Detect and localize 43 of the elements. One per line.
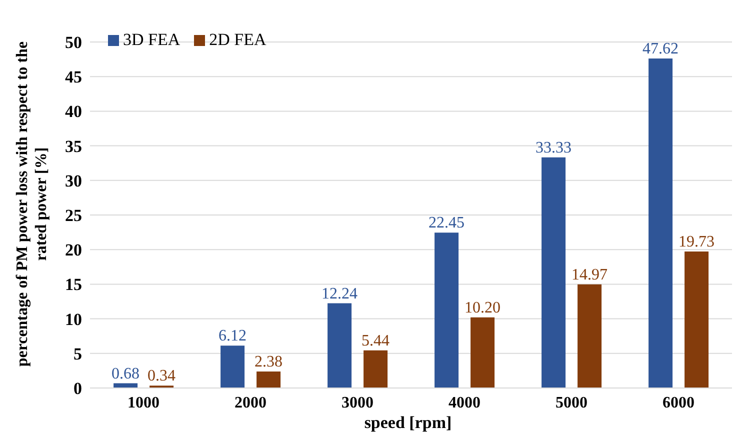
bar: [578, 284, 602, 388]
bar: [364, 350, 388, 388]
data-label: 14.97: [572, 266, 608, 284]
data-label: 2.38: [254, 354, 283, 371]
x-tick-label: 6000: [662, 394, 694, 412]
y-axis-title: percentage of PM power loss with respect to the rated power [%]: [13, 40, 51, 369]
y-tick-label: 5: [74, 344, 82, 364]
data-label: 6.12: [218, 328, 247, 345]
data-label: 10.20: [464, 299, 501, 316]
x-tick-label: 5000: [556, 394, 588, 412]
bar: [542, 157, 566, 388]
data-label: 0.34: [148, 368, 176, 385]
x-tick-label: 2000: [234, 394, 266, 412]
y-tick-label: 25: [65, 206, 82, 226]
y-tick-label: 15: [65, 275, 82, 294]
data-label: 33.33: [536, 139, 572, 156]
x-tick-label: 4000: [448, 394, 480, 412]
data-label: 47.62: [642, 40, 679, 58]
data-label: 5.44: [362, 332, 390, 350]
y-tick-label: 50: [65, 33, 82, 52]
y-tick-label: 30: [65, 171, 82, 190]
bar: [434, 232, 459, 388]
x-tick-label: 1000: [128, 394, 160, 412]
bar: [220, 346, 245, 388]
legend-label: 3D FEA: [122, 30, 180, 50]
data-label: 12.24: [322, 285, 358, 302]
y-tick-label: 10: [65, 310, 82, 329]
x-axis-title: speed [rpm]: [363, 413, 453, 433]
y-tick-label: 20: [65, 240, 82, 260]
data-label: 0.68: [112, 365, 140, 382]
data-label: 22.45: [428, 214, 465, 232]
y-tick-label: 45: [65, 68, 82, 87]
y-tick-label: 35: [65, 136, 82, 156]
bar: [256, 372, 281, 388]
legend-label: 2D FEA: [208, 30, 266, 50]
bar: [648, 58, 673, 388]
y-tick-label: 0: [74, 379, 82, 398]
bar: [328, 303, 352, 388]
bar: [470, 317, 495, 388]
x-tick-label: 3000: [342, 394, 374, 412]
data-label: 19.73: [678, 233, 715, 250]
y-tick-label: 40: [65, 102, 82, 122]
bar: [684, 251, 709, 388]
